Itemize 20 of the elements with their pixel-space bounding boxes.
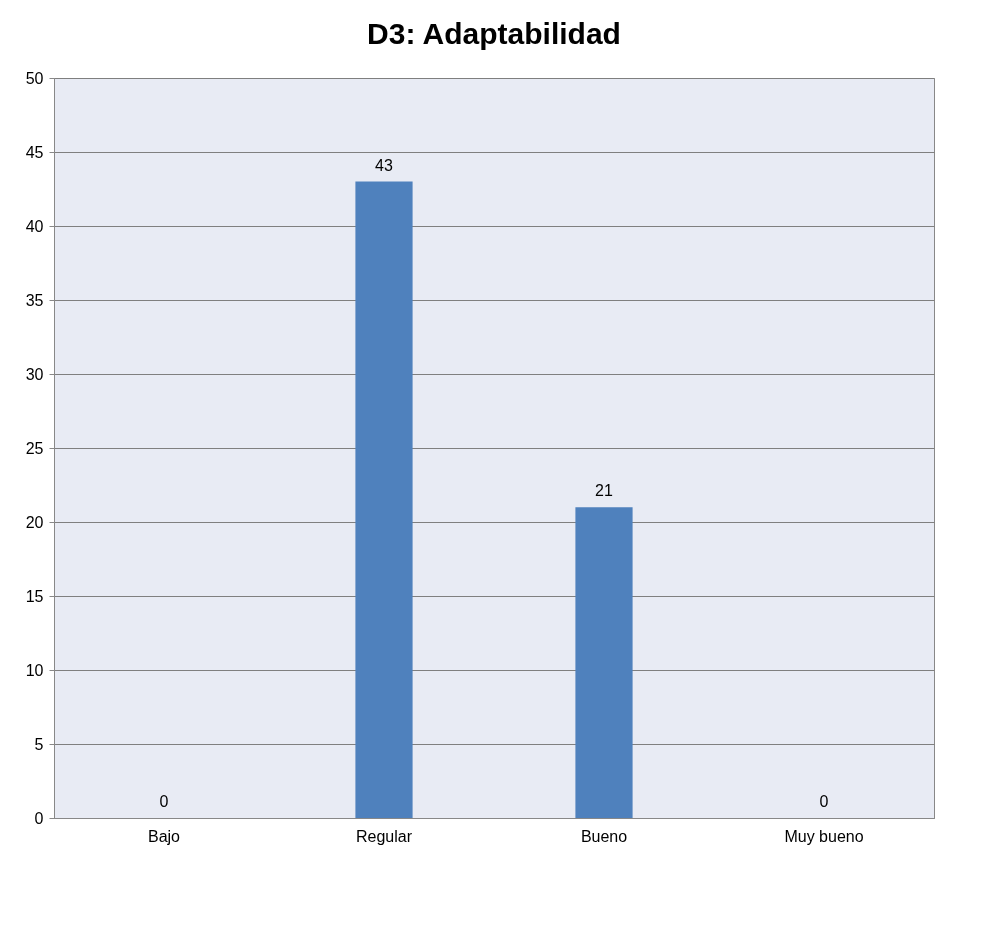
y-tick-label: 30	[25, 365, 44, 383]
data-label: 43	[375, 156, 393, 174]
y-tick-label: 10	[25, 661, 44, 679]
y-tick-label: 5	[34, 735, 44, 753]
y-tick-label: 45	[25, 143, 44, 161]
x-tick-label: Muy bueno	[784, 827, 864, 845]
y-tick-label: 20	[25, 513, 44, 531]
chart-title: D3: Adaptabilidad	[367, 17, 621, 50]
data-label: 21	[595, 482, 613, 500]
x-tick-label: Bueno	[580, 827, 628, 845]
data-label: 0	[819, 793, 829, 810]
x-tick-label: Regular	[355, 827, 413, 845]
y-tick-label: 50	[25, 69, 44, 87]
y-tick-label: 35	[25, 291, 44, 309]
y-tick-label: 40	[25, 217, 44, 235]
data-label: 0	[159, 793, 169, 810]
x-tick-label: Bajo	[147, 827, 181, 845]
y-tick-label: 25	[25, 439, 44, 457]
y-tick-label: 0	[34, 809, 44, 827]
y-tick-label: 15	[25, 587, 44, 605]
